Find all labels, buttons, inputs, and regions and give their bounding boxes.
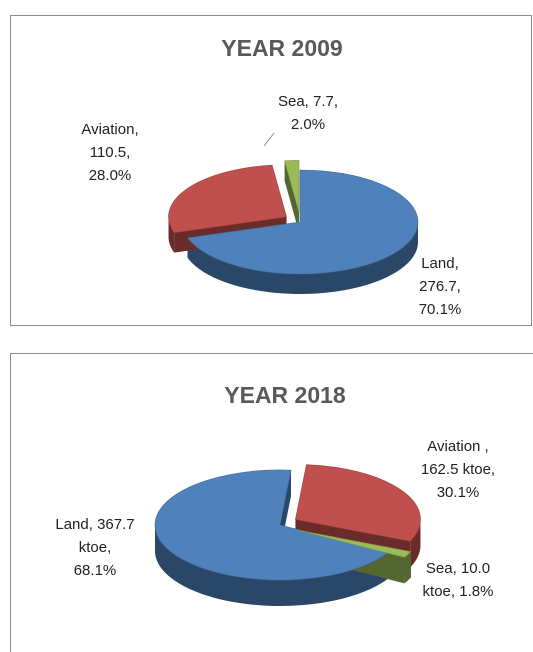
slice-side	[404, 551, 411, 584]
data-label: 2.0%	[291, 116, 325, 133]
data-label: Sea, 7.7,	[278, 93, 338, 110]
slice	[168, 164, 287, 234]
data-label: 68.1%	[74, 562, 117, 579]
data-label: 28.0%	[89, 167, 132, 184]
slice	[284, 160, 300, 213]
leader-line	[263, 132, 275, 147]
slice-side	[284, 160, 300, 233]
slice-side	[187, 221, 418, 294]
data-label: 276.7,	[419, 278, 461, 295]
slice	[154, 469, 389, 581]
data-label: Land,	[421, 255, 459, 272]
data-label: Aviation,	[81, 121, 138, 138]
slice-side	[155, 525, 389, 606]
chart-title: YEAR 2018	[224, 382, 346, 408]
data-label: Sea, 10.0	[426, 560, 490, 577]
chart-frame	[10, 15, 532, 326]
data-label: ktoe,	[79, 539, 112, 556]
chart-title: YEAR 2009	[221, 35, 342, 61]
slice	[187, 169, 419, 275]
data-label: Land, 367.7	[55, 516, 134, 533]
data-label: 110.5,	[90, 144, 131, 161]
data-label: 162.5 ktoe,	[421, 461, 495, 478]
chart-frame	[10, 353, 533, 652]
data-label: Aviation ,	[427, 438, 488, 455]
data-label: 70.1%	[419, 301, 462, 318]
data-label: 30.1%	[437, 484, 480, 501]
slice	[295, 464, 421, 542]
slice	[296, 529, 412, 558]
data-label: ktoe, 1.8%	[423, 583, 494, 600]
